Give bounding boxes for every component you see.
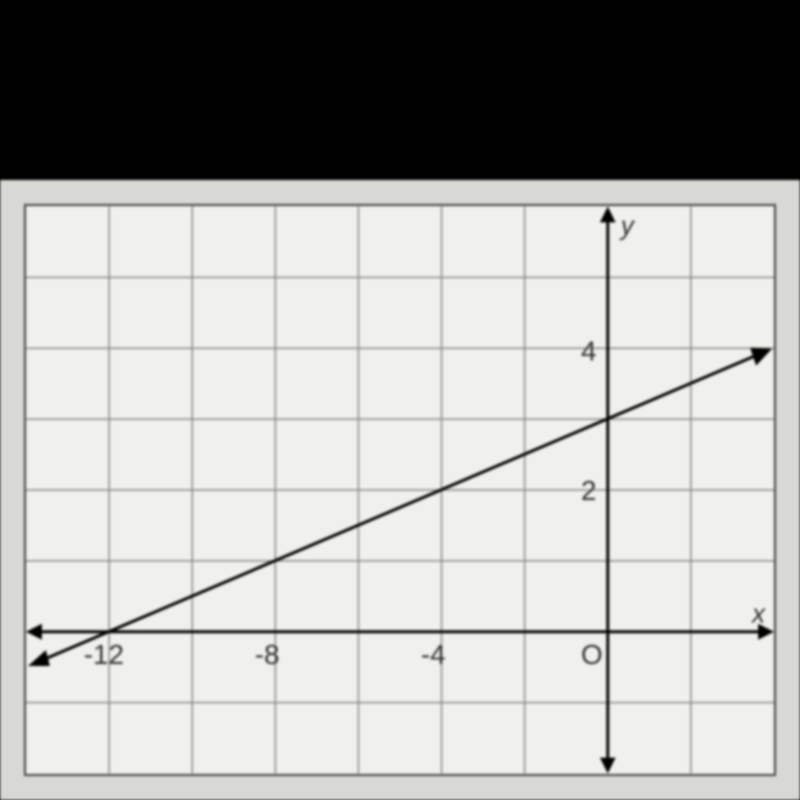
y-axis-label: y: [619, 212, 636, 240]
graph-container: -12 -8 -4 O 2 4 y x: [0, 180, 800, 800]
x-tick-label: -12: [84, 639, 124, 670]
plot-arrow-left: [28, 650, 50, 666]
x-tick-label: -4: [421, 639, 446, 670]
plot-arrow-right: [750, 348, 772, 366]
x-axis-label: x: [750, 600, 766, 628]
coordinate-graph: -12 -8 -4 O 2 4 y x: [26, 206, 774, 774]
y-tick-label: 2: [581, 475, 597, 506]
x-tick-label: -8: [255, 639, 280, 670]
plot-line: [40, 354, 760, 661]
y-axis-arrow-up: [600, 207, 616, 223]
graph-frame: -12 -8 -4 O 2 4 y x: [24, 204, 776, 776]
y-axis-arrow-down: [600, 758, 616, 774]
x-tick-label: O: [581, 639, 603, 670]
y-tick-label: 4: [581, 336, 597, 367]
x-axis-arrow-left: [26, 624, 42, 640]
top-black-bar: [0, 0, 800, 180]
